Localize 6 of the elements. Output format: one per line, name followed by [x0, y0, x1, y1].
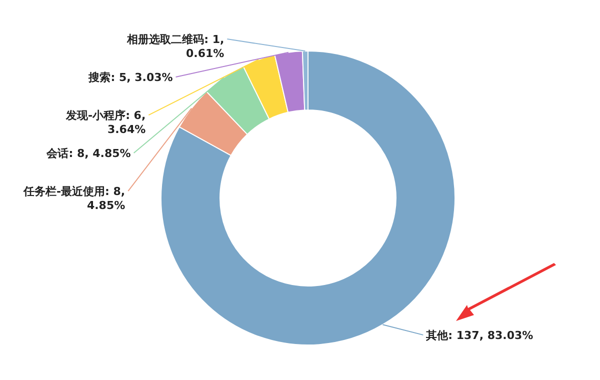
slice-label: 其他: 137, 83.03%: [425, 328, 534, 342]
slice-label: 搜索: 5, 3.03%: [88, 71, 173, 84]
slice-label: 任务栏-最近使用: 8, 4.85%: [22, 185, 126, 212]
slice-label: 会话: 8, 4.85%: [46, 147, 131, 160]
slice-label: 发现-小程序: 6, 3.64%: [65, 109, 146, 136]
slice-label: 相册选取二维码: 1, 0.61%: [126, 33, 224, 60]
